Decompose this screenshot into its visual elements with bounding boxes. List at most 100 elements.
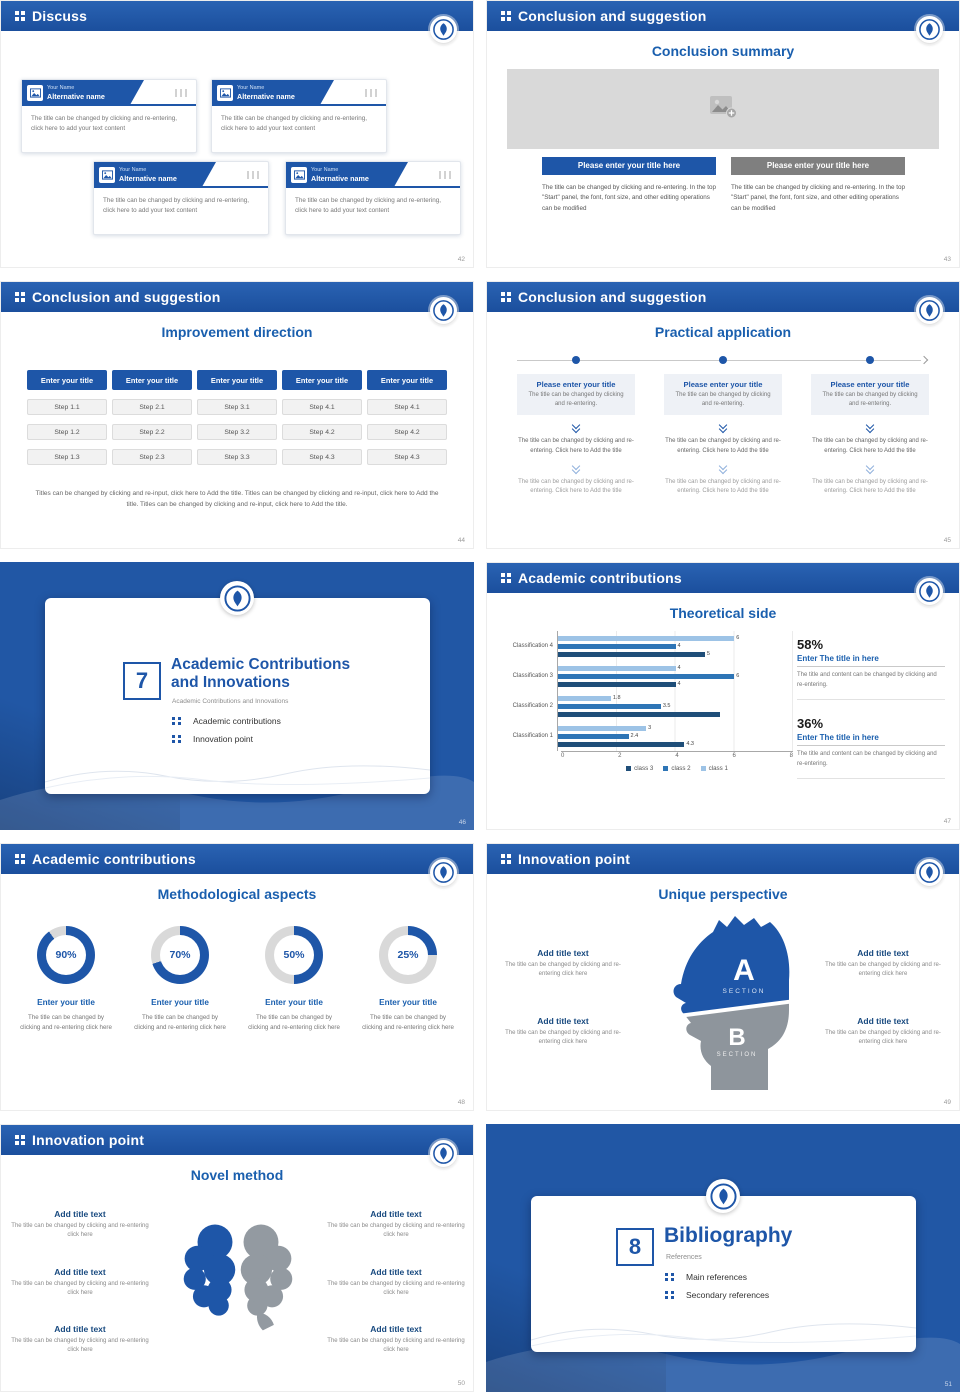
- donut-chart: 50%: [265, 926, 323, 984]
- chevron-down-icon: [517, 421, 635, 434]
- section-item-label: Innovation point: [193, 734, 254, 744]
- slide-49-unique-perspective[interactable]: Innovation point Unique perspective A SE…: [486, 843, 960, 1111]
- slide-title: Unique perspective: [658, 886, 788, 902]
- donut-chart: 25%: [379, 926, 437, 984]
- text-block[interactable]: Add title text The title can be changed …: [327, 1324, 465, 1355]
- text-block[interactable]: Add title text The title can be changed …: [499, 948, 627, 979]
- section-subtitle: Academic Contributions and Innovations: [172, 698, 289, 705]
- step-box: Step 3.3: [197, 449, 277, 465]
- text-block[interactable]: Add title text The title can be changed …: [327, 1267, 465, 1298]
- section-item[interactable]: Secondary references: [665, 1290, 769, 1300]
- arrow-right-icon: [919, 355, 929, 365]
- name-card[interactable]: Your Name Alternative name The title can…: [285, 161, 461, 235]
- step-box: Step 1.3: [27, 449, 107, 465]
- section-item[interactable]: Main references: [665, 1272, 747, 1282]
- slide-45-practical-application[interactable]: Conclusion and suggestion Practical appl…: [486, 281, 960, 549]
- slide-header-title: Academic contributions: [32, 851, 196, 867]
- card-tab-row: Your Name Alternative name: [286, 162, 460, 188]
- legend-label: class 1: [708, 765, 728, 772]
- stat-title: Enter The title in here: [797, 733, 945, 746]
- stat-desc: The title and content can be changed by …: [797, 750, 945, 779]
- bar-value: 4.3: [686, 741, 694, 747]
- crest-logo-icon: [916, 16, 943, 43]
- page-number: 47: [943, 818, 951, 825]
- step-box: Step 4.2: [367, 424, 447, 440]
- slide-46-section-cover[interactable]: 7 Academic Contributions and Innovations…: [0, 562, 474, 830]
- name-card[interactable]: Your Name Alternative name The title can…: [21, 79, 197, 153]
- section-item-label: Main references: [686, 1272, 747, 1282]
- text-block[interactable]: Add title text The title can be changed …: [819, 1016, 947, 1047]
- card-tab: Your Name Alternative name: [22, 80, 144, 106]
- process-title-box[interactable]: Please enter your title The title can be…: [517, 374, 635, 416]
- text-block[interactable]: Add title text The title can be changed …: [11, 1267, 149, 1298]
- process-lead: The title can be changed by clicking and…: [528, 392, 624, 407]
- title-button[interactable]: Enter your title: [282, 370, 362, 390]
- title-button[interactable]: Enter your title: [112, 370, 192, 390]
- slide-48-methodological-aspects[interactable]: Academic contributions Methodological as…: [0, 843, 474, 1111]
- page-number: 42: [457, 256, 465, 263]
- image-placeholder-icon: [709, 95, 737, 124]
- text-block[interactable]: Add title text The title can be changed …: [327, 1209, 465, 1240]
- donut-chart: 90%: [37, 926, 95, 984]
- process-mid-text: The title can be changed by clicking and…: [812, 438, 928, 454]
- card-desc: The title can be changed by clicking and…: [31, 115, 177, 132]
- title-button-gray[interactable]: Please enter your title here: [731, 157, 905, 175]
- process-column: Please enter your title The title can be…: [517, 374, 635, 497]
- slide-title: Methodological aspects: [157, 886, 317, 902]
- photo-icon: [291, 167, 307, 183]
- section-card: 8 Bibliography References Main reference…: [531, 1196, 916, 1352]
- block-title: Add title text: [370, 1267, 422, 1277]
- page-number: 46: [458, 819, 466, 826]
- slide-47-theoretical-side[interactable]: Academic contributions Theoretical side …: [486, 562, 960, 830]
- grid-dots-icon: [501, 573, 511, 583]
- process-title-box[interactable]: Please enter your title The title can be…: [664, 374, 782, 416]
- text-block[interactable]: Add title text The title can be changed …: [499, 1016, 627, 1047]
- name-card[interactable]: Your Name Alternative name The title can…: [93, 161, 269, 235]
- slide-header-title: Conclusion and suggestion: [32, 289, 221, 305]
- slide-44-improvement-direction[interactable]: Conclusion and suggestion Improvement di…: [0, 281, 474, 549]
- title-button-blue[interactable]: Please enter your title here: [542, 157, 716, 175]
- text-block[interactable]: Add title text The title can be changed …: [819, 948, 947, 979]
- name-card[interactable]: Your Name Alternative name The title can…: [211, 79, 387, 153]
- x-tick: 4: [675, 753, 679, 759]
- section-b-caption: SECTION: [717, 1052, 758, 1058]
- text-block[interactable]: Add title text The title can be changed …: [11, 1324, 149, 1355]
- text-block[interactable]: Add title text The title can be changed …: [11, 1209, 149, 1240]
- x-axis: 0 2 4 6 8: [561, 751, 793, 759]
- image-placeholder[interactable]: [507, 69, 939, 149]
- slide-42-discuss[interactable]: Discuss Your Name Alternative name The t…: [0, 0, 474, 268]
- title-button[interactable]: Enter your title: [367, 370, 447, 390]
- slide-title: Theoretical side: [669, 605, 777, 621]
- slide-header-title: Conclusion and suggestion: [518, 289, 707, 305]
- slide-header: Academic contributions: [1, 844, 473, 886]
- photo-icon: [99, 167, 115, 183]
- grid-dots-icon: [665, 1291, 675, 1299]
- card-tab: Your Name Alternative name: [94, 162, 216, 188]
- donut-block: 90% Enter your title The title can be ch…: [9, 926, 123, 1032]
- slide-title: Novel method: [190, 1167, 284, 1183]
- slide-header: Conclusion and suggestion: [487, 1, 959, 43]
- section-item[interactable]: Academic contributions: [172, 716, 281, 726]
- x-tick: 2: [618, 753, 622, 759]
- title-button[interactable]: Enter your title: [27, 370, 107, 390]
- slide-footer-text: Titles can be changed by clicking and re…: [35, 490, 439, 509]
- stat-desc: The title and content can be changed by …: [797, 671, 945, 700]
- slide-50-novel-method[interactable]: Innovation point Novel method Add title …: [0, 1124, 474, 1392]
- block-desc: The title can be changed by clicking and…: [327, 1338, 465, 1353]
- section-item[interactable]: Innovation point: [172, 734, 253, 744]
- page-number: 49: [943, 1099, 951, 1106]
- slide-51-section-cover[interactable]: 8 Bibliography References Main reference…: [486, 1124, 960, 1392]
- bar-value: 4: [677, 643, 681, 649]
- donut-desc: The title can be changed by clicking and…: [20, 1014, 112, 1031]
- page-number: 43: [943, 256, 951, 263]
- button-description: The title can be changed by clicking and…: [731, 184, 905, 212]
- chart-legend: class 3 class 2 class 1: [561, 765, 793, 772]
- title-button[interactable]: Enter your title: [197, 370, 277, 390]
- slide-header-title: Academic contributions: [518, 570, 682, 586]
- section-number: 7: [123, 662, 161, 700]
- bar-chart: Classification 4 6 4 5 Classification 3 …: [501, 631, 793, 772]
- slide-43-conclusion-summary[interactable]: Conclusion and suggestion Conclusion sum…: [486, 0, 960, 268]
- process-mid-text: The title can be changed by clicking and…: [518, 438, 634, 454]
- process-title-box[interactable]: Please enter your title The title can be…: [811, 374, 929, 416]
- step-box: Step 1.1: [27, 399, 107, 415]
